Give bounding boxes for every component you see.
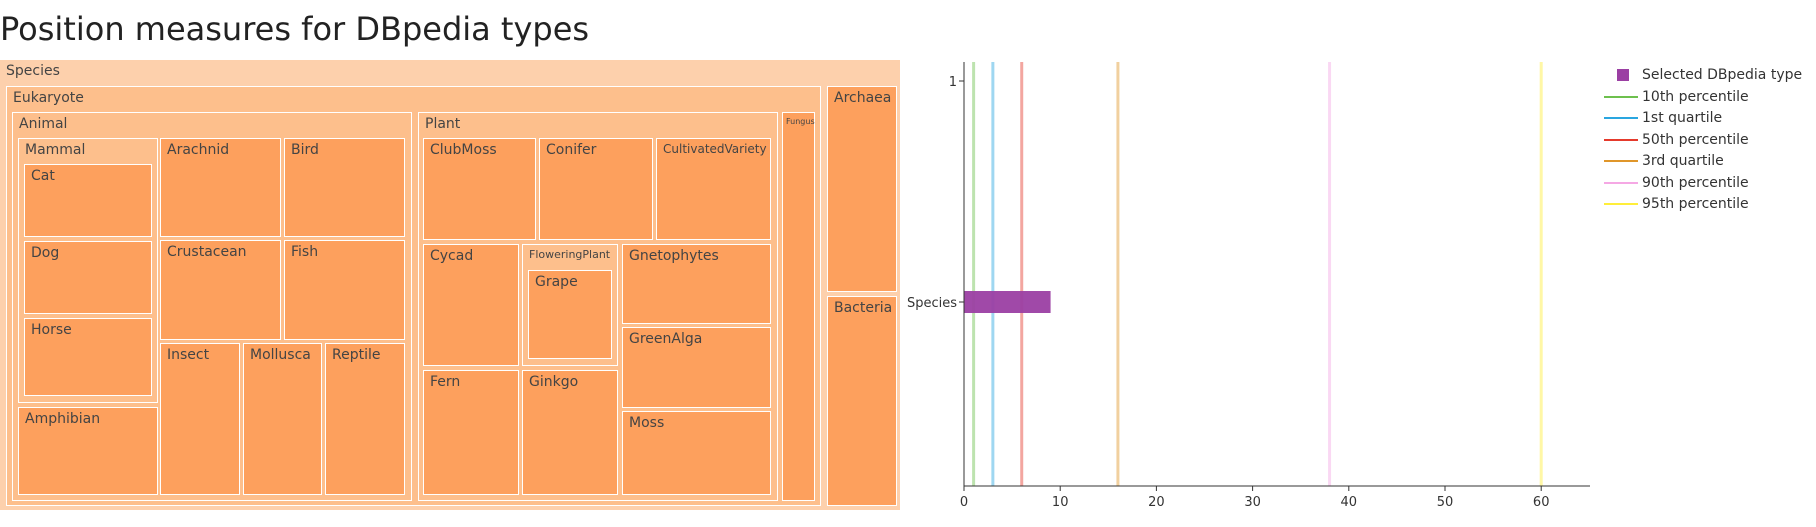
treemap-label-flowering-plant: FloweringPlant [529,248,610,261]
legend-label: Selected DBpedia type [1642,66,1802,84]
treemap-node-fungus[interactable]: Fungus [782,112,815,501]
treemap-label-moss: Moss [629,415,664,431]
legend-item-1st-quartile[interactable]: 1st quartile [1602,109,1812,129]
treemap-node-horse[interactable]: Horse [24,318,152,396]
treemap-node-gnetophytes[interactable]: Gnetophytes [622,244,771,324]
treemap-label-crustacean: Crustacean [167,244,247,260]
legend-swatch-line [1604,117,1638,119]
treemap-label-bird: Bird [291,142,319,158]
legend-item-selected-dbpedia-type[interactable]: Selected DBpedia type [1602,66,1812,86]
treemap-node-insect[interactable]: Insect [160,343,240,495]
legend-label: 95th percentile [1642,195,1749,213]
treemap-label-species: Species [6,63,60,79]
treemap-node-cat[interactable]: Cat [24,164,152,237]
treemap-node-archaea[interactable]: Archaea [827,86,897,292]
treemap-label-ginkgo: Ginkgo [529,374,578,390]
treemap-label-amphibian: Amphibian [25,411,100,427]
treemap-label-club-moss: ClubMoss [430,142,497,158]
legend-swatch-line [1604,203,1638,205]
treemap-label-cultivated-variety: CultivatedVariety [663,142,767,156]
legend-item-90th-percentile[interactable]: 90th percentile [1602,174,1812,194]
treemap-label-grape: Grape [535,274,578,290]
x-tick-label: 20 [1148,495,1165,510]
legend-swatch-line [1604,182,1638,184]
treemap-label-conifer: Conifer [546,142,596,158]
legend-swatch-line [1604,139,1638,141]
legend-label: 10th percentile [1642,88,1749,106]
legend-label: 3rd quartile [1642,152,1724,170]
page-title: Position measures for DBpedia types [0,10,589,48]
treemap-label-reptile: Reptile [332,347,380,363]
treemap-node-amphibian[interactable]: Amphibian [18,407,158,495]
treemap-node-grape[interactable]: Grape [528,270,612,359]
treemap-node-ginkgo[interactable]: Ginkgo [522,370,618,495]
x-tick-label: 50 [1437,495,1454,510]
treemap-node-green-alga[interactable]: GreenAlga [622,327,771,408]
legend-swatch-line [1604,160,1638,162]
treemap-label-archaea: Archaea [834,90,891,106]
x-tick-label: 60 [1533,495,1550,510]
treemap-node-reptile[interactable]: Reptile [325,343,405,495]
treemap-node-dog[interactable]: Dog [24,241,152,314]
treemap-label-eukaryote: Eukaryote [13,90,84,106]
treemap-label-dog: Dog [31,245,59,261]
treemap-node-fish[interactable]: Fish [284,240,405,340]
treemap-node-mollusca[interactable]: Mollusca [243,343,322,495]
y-tick-label: Species [907,296,957,311]
legend-label: 50th percentile [1642,131,1749,149]
x-tick-label: 30 [1244,495,1261,510]
treemap-label-fish: Fish [291,244,318,260]
treemap-label-horse: Horse [31,322,72,338]
treemap-label-bacteria: Bacteria [834,300,892,316]
treemap-label-plant: Plant [425,116,460,132]
legend-item-10th-percentile[interactable]: 10th percentile [1602,88,1812,108]
legend-label: 90th percentile [1642,174,1749,192]
treemap-node-conifer[interactable]: Conifer [539,138,653,240]
treemap-node-bird[interactable]: Bird [284,138,405,237]
x-tick-label: 40 [1341,495,1358,510]
treemap-label-insect: Insect [167,347,209,363]
treemap-node-cultivated-variety[interactable]: CultivatedVariety [656,138,771,240]
treemap-label-arachnid: Arachnid [167,142,229,158]
legend-item-95th-percentile[interactable]: 95th percentile [1602,195,1812,215]
treemap-node-cycad[interactable]: Cycad [423,244,519,366]
treemap-node-bacteria[interactable]: Bacteria [827,296,897,506]
treemap-label-cat: Cat [31,168,55,184]
legend-item-50th-percentile[interactable]: 50th percentile [1602,131,1812,151]
treemap-node-crustacean[interactable]: Crustacean [160,240,281,340]
legend-label: 1st quartile [1642,109,1722,127]
legend-item-3rd-quartile[interactable]: 3rd quartile [1602,152,1812,172]
treemap-label-mammal: Mammal [25,142,85,158]
treemap-label-mollusca: Mollusca [250,347,311,363]
position-bar-chart[interactable]: 0 10 20 30 40 50 60 Species 1 [890,50,1590,510]
treemap-label-animal: Animal [19,116,67,132]
x-tick-label: 0 [960,495,968,510]
x-tick-label: 10 [1052,495,1069,510]
legend-swatch-line [1604,96,1638,98]
treemap-node-club-moss[interactable]: ClubMoss [423,138,536,240]
bar-species[interactable] [964,291,1051,313]
legend-swatch-square [1617,69,1629,81]
treemap-node-moss[interactable]: Moss [622,411,771,495]
treemap-label-fern: Fern [430,374,460,390]
treemap-label-green-alga: GreenAlga [629,331,702,347]
treemap-chart[interactable]: Species Eukaryote Archaea Bacteria Animal Pla… [0,60,900,510]
treemap-label-cycad: Cycad [430,248,473,264]
y-tick-label: 1 [949,75,957,90]
treemap-label-fungus: Fungus [786,117,815,126]
treemap-node-arachnid[interactable]: Arachnid [160,138,281,237]
treemap-label-gnetophytes: Gnetophytes [629,248,719,264]
treemap-node-fern[interactable]: Fern [423,370,519,495]
